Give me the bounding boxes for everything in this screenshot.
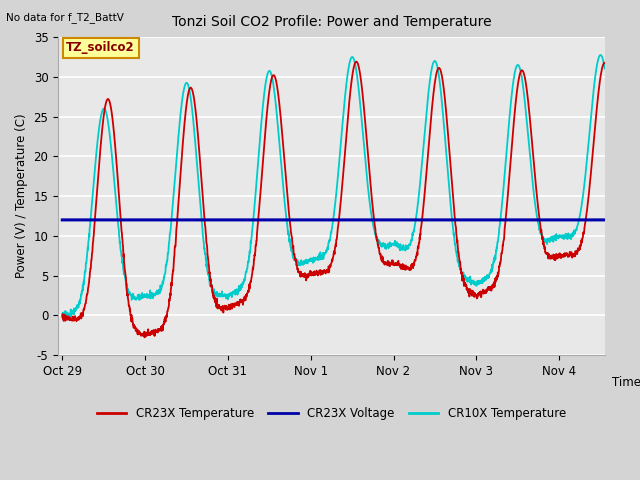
X-axis label: Time: Time [612,376,640,389]
Text: No data for f_T2_BattV: No data for f_T2_BattV [6,12,124,23]
Title: Tonzi Soil CO2 Profile: Power and Temperature: Tonzi Soil CO2 Profile: Power and Temper… [172,15,492,29]
Y-axis label: Power (V) / Temperature (C): Power (V) / Temperature (C) [15,114,28,278]
Text: TZ_soilco2: TZ_soilco2 [67,41,135,54]
Legend: CR23X Temperature, CR23X Voltage, CR10X Temperature: CR23X Temperature, CR23X Voltage, CR10X … [92,402,571,425]
